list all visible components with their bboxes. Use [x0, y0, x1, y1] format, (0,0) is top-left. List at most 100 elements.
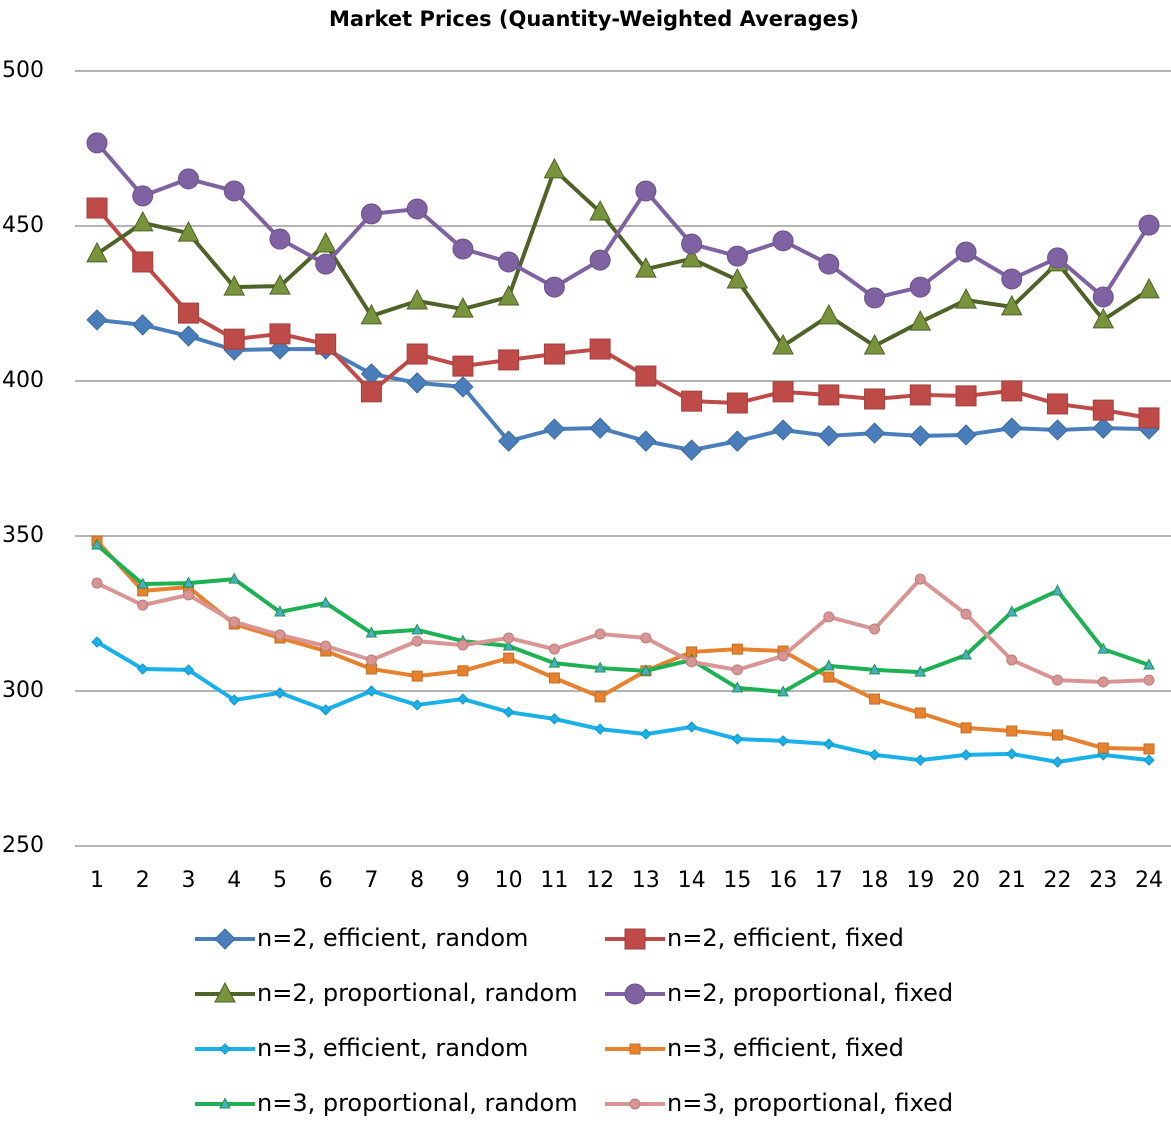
marker	[914, 707, 926, 719]
marker	[589, 338, 611, 360]
marker	[960, 648, 972, 660]
y-tick-label: 250	[2, 833, 44, 858]
marker	[360, 303, 383, 325]
x-tick-label: 24	[1135, 868, 1163, 893]
marker	[452, 297, 474, 318]
marker	[726, 392, 748, 414]
marker	[223, 328, 245, 350]
marker	[182, 664, 195, 676]
y-tick-label: 500	[2, 58, 44, 83]
marker	[624, 928, 646, 950]
marker	[228, 616, 240, 628]
legend-label: n=2, proportional, random	[257, 979, 578, 1007]
marker	[818, 384, 840, 406]
marker	[365, 685, 378, 697]
marker	[1000, 294, 1023, 316]
marker	[868, 663, 881, 675]
marker	[818, 425, 840, 447]
marker	[314, 231, 337, 253]
marker	[136, 577, 149, 589]
marker	[543, 157, 566, 179]
marker	[1052, 674, 1064, 686]
marker	[635, 430, 657, 452]
marker	[1001, 268, 1023, 290]
marker	[726, 267, 749, 289]
marker	[91, 636, 103, 648]
marker	[909, 276, 931, 298]
marker	[960, 722, 972, 734]
marker	[411, 670, 423, 682]
marker	[772, 333, 794, 355]
marker	[1092, 307, 1115, 329]
x-tick-label: 12	[586, 868, 614, 893]
marker	[177, 221, 200, 242]
legend-label: n=3, proportional, random	[257, 1089, 578, 1117]
marker	[731, 643, 743, 655]
marker	[1138, 214, 1160, 236]
y-tick-label: 350	[2, 523, 44, 548]
x-tick-label: 7	[364, 868, 378, 893]
marker	[1001, 380, 1023, 402]
marker	[503, 632, 515, 644]
marker	[91, 577, 103, 589]
x-tick-label: 14	[678, 868, 706, 893]
legend-label: n=3, efficient, fixed	[667, 1034, 904, 1062]
legend-label: n=3, efficient, random	[257, 1034, 528, 1062]
marker	[360, 203, 382, 225]
marker	[1005, 605, 1018, 617]
marker	[1047, 393, 1069, 415]
marker	[635, 257, 657, 278]
marker	[137, 599, 149, 611]
marker	[777, 650, 789, 662]
series-line	[96, 317, 1150, 453]
marker	[223, 180, 245, 202]
marker	[1092, 399, 1114, 421]
x-tick-label: 13	[632, 868, 660, 893]
x-tick-label: 22	[1044, 868, 1072, 893]
marker	[1143, 674, 1155, 686]
marker	[1006, 748, 1018, 760]
marker	[864, 388, 886, 410]
marker	[269, 274, 291, 295]
series-line	[95, 640, 1150, 764]
marker	[822, 659, 835, 671]
marker	[1143, 743, 1155, 755]
marker	[91, 538, 103, 550]
marker	[228, 694, 240, 706]
marker	[543, 276, 565, 298]
marker	[86, 309, 108, 331]
x-tick-label: 17	[815, 868, 843, 893]
marker	[589, 417, 611, 439]
marker	[548, 656, 561, 668]
marker	[909, 425, 932, 447]
marker	[955, 424, 977, 446]
x-tick-label: 4	[227, 868, 241, 893]
series-line	[96, 577, 1150, 685]
marker	[914, 573, 926, 585]
y-tick-label: 300	[2, 678, 44, 703]
marker	[909, 310, 932, 331]
x-tick-label: 6	[319, 868, 333, 893]
marker	[1092, 417, 1114, 439]
marker	[543, 343, 565, 365]
legend-label: n=2, proportional, fixed	[667, 979, 953, 1007]
marker	[726, 245, 748, 267]
marker	[635, 180, 657, 202]
marker	[274, 687, 286, 699]
marker	[1143, 754, 1155, 766]
marker	[502, 706, 515, 718]
y-tick-label: 450	[2, 213, 44, 238]
marker	[457, 693, 469, 705]
series-line	[95, 539, 1150, 751]
marker	[269, 323, 291, 345]
legend-label: n=2, efficient, random	[257, 924, 528, 952]
x-tick-label: 23	[1089, 868, 1117, 893]
marker	[315, 333, 337, 355]
x-tick-label: 15	[723, 868, 751, 893]
marker	[274, 605, 286, 617]
y-tick-label: 400	[2, 368, 44, 393]
marker	[319, 596, 332, 608]
marker	[909, 384, 931, 406]
marker	[777, 685, 789, 697]
